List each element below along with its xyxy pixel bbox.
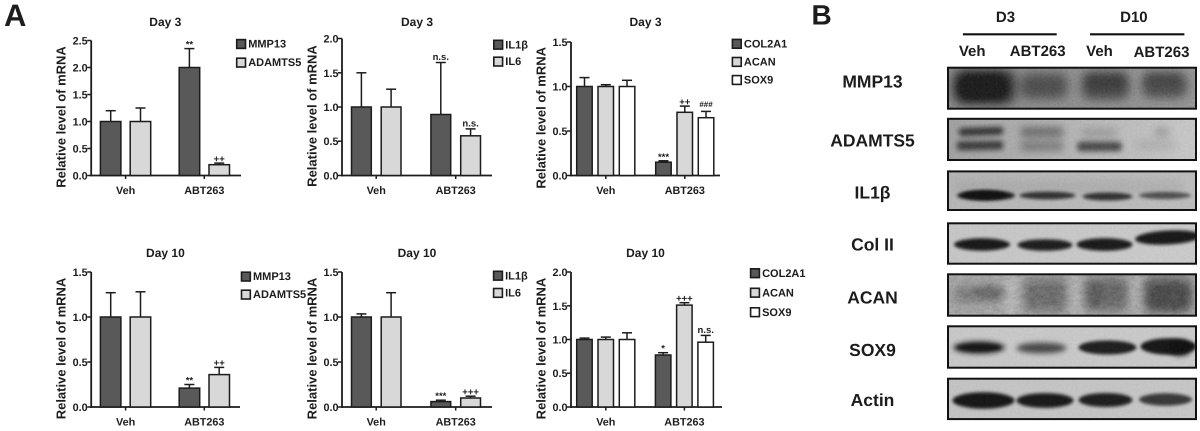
svg-text:IL1β: IL1β (505, 270, 528, 282)
svg-text:IL1β: IL1β (505, 39, 528, 51)
svg-text:1.5: 1.5 (73, 267, 88, 279)
svg-text:SOX9: SOX9 (744, 75, 773, 87)
svg-text:Day 3: Day 3 (629, 15, 661, 29)
svg-text:COL2A1: COL2A1 (744, 38, 787, 50)
svg-text:Veh: Veh (116, 185, 135, 197)
svg-text:IL1β: IL1β (855, 183, 891, 203)
svg-text:Relative level of mRNA: Relative level of mRNA (305, 45, 320, 187)
svg-text:SOX9: SOX9 (849, 340, 896, 360)
svg-text:ABT263: ABT263 (436, 417, 476, 429)
svg-text:0.0: 0.0 (552, 402, 567, 414)
svg-text:ABT263: ABT263 (665, 185, 705, 197)
svg-text:ABT263: ABT263 (1010, 43, 1066, 60)
svg-text:COL2A1: COL2A1 (762, 268, 805, 280)
svg-text:D10: D10 (1120, 9, 1148, 26)
svg-text:B: B (812, 0, 832, 31)
svg-text:2.0: 2.0 (73, 63, 88, 75)
svg-text:Col II: Col II (851, 234, 894, 254)
svg-text:++: ++ (214, 154, 226, 165)
svg-text:0.0: 0.0 (323, 171, 338, 183)
svg-text:+++: +++ (462, 387, 479, 398)
svg-text:1.0: 1.0 (552, 82, 567, 94)
svg-text:IL6: IL6 (505, 288, 521, 300)
svg-text:ABT263: ABT263 (184, 417, 224, 429)
svg-text:Relative level of mRNA: Relative level of mRNA (534, 46, 549, 188)
svg-text:MMP13: MMP13 (842, 72, 903, 92)
svg-text:+++: +++ (676, 294, 693, 305)
svg-text:0.5: 0.5 (552, 126, 567, 138)
svg-text:1.5: 1.5 (323, 267, 338, 279)
svg-text:n.s.: n.s. (698, 325, 714, 336)
svg-text:Relative level of mRNA: Relative level of mRNA (54, 277, 69, 419)
svg-text:MMP13: MMP13 (248, 39, 286, 51)
svg-text:1.5: 1.5 (73, 90, 88, 102)
svg-text:ACAN: ACAN (744, 57, 776, 69)
svg-text:1.5: 1.5 (552, 301, 567, 313)
svg-text:Veh: Veh (1086, 43, 1113, 60)
svg-text:ABT263: ABT263 (436, 185, 476, 197)
svg-text:1.0: 1.0 (73, 312, 88, 324)
svg-text:1.0: 1.0 (323, 102, 338, 114)
svg-text:1.5: 1.5 (552, 37, 567, 49)
svg-text:SOX9: SOX9 (762, 307, 791, 319)
svg-text:ADAMTS5: ADAMTS5 (253, 289, 306, 301)
svg-text:2.0: 2.0 (552, 267, 567, 279)
svg-text:A: A (4, 0, 26, 33)
svg-text:1.0: 1.0 (73, 117, 88, 129)
svg-text:++: ++ (679, 97, 691, 108)
svg-text:###: ### (699, 100, 713, 109)
svg-text:Veh: Veh (596, 417, 615, 429)
svg-text:MMP13: MMP13 (253, 271, 291, 283)
svg-text:Day 3: Day 3 (401, 15, 433, 29)
svg-text:0.0: 0.0 (73, 171, 88, 183)
svg-text:Relative level of mRNA: Relative level of mRNA (54, 46, 69, 188)
svg-text:Relative level of mRNA: Relative level of mRNA (534, 277, 549, 419)
svg-text:0.5: 0.5 (73, 144, 88, 156)
svg-text:***: *** (435, 391, 446, 402)
svg-text:0.5: 0.5 (323, 136, 338, 148)
svg-text:2.5: 2.5 (73, 36, 88, 48)
svg-text:**: ** (186, 376, 194, 387)
svg-text:***: *** (658, 152, 669, 163)
svg-text:0.0: 0.0 (323, 402, 338, 414)
svg-text:ABT263: ABT263 (184, 185, 224, 197)
svg-text:D3: D3 (996, 9, 1015, 26)
svg-text:ABT263: ABT263 (664, 417, 704, 429)
svg-text:1.0: 1.0 (323, 312, 338, 324)
svg-text:Veh: Veh (596, 185, 615, 197)
svg-text:0.0: 0.0 (73, 402, 88, 414)
svg-text:ABT263: ABT263 (1134, 44, 1190, 61)
svg-text:2.0: 2.0 (323, 34, 338, 46)
svg-text:Day 10: Day 10 (146, 246, 185, 260)
svg-text:++: ++ (214, 358, 226, 369)
svg-text:Day 10: Day 10 (398, 246, 437, 260)
svg-text:ACAN: ACAN (762, 287, 794, 299)
svg-text:Veh: Veh (959, 43, 986, 60)
svg-text:Actin: Actin (851, 390, 895, 410)
svg-text:ACAN: ACAN (847, 287, 898, 307)
svg-text:0.5: 0.5 (323, 357, 338, 369)
svg-text:Day 3: Day 3 (149, 15, 181, 29)
svg-text:ADAMTS5: ADAMTS5 (248, 57, 301, 69)
svg-text:*: * (661, 344, 665, 355)
svg-text:0.5: 0.5 (552, 368, 567, 380)
svg-text:1.5: 1.5 (323, 68, 338, 80)
svg-text:Relative level of mRNA: Relative level of mRNA (305, 277, 320, 419)
svg-text:Day 10: Day 10 (626, 246, 665, 260)
svg-text:n.s.: n.s. (462, 118, 478, 129)
svg-text:Veh: Veh (367, 185, 386, 197)
svg-text:1.0: 1.0 (552, 335, 567, 347)
svg-text:0.5: 0.5 (73, 357, 88, 369)
svg-text:0.0: 0.0 (552, 171, 567, 183)
svg-text:n.s.: n.s. (433, 52, 449, 63)
svg-text:Veh: Veh (116, 417, 135, 429)
svg-text:Veh: Veh (367, 417, 386, 429)
svg-text:ADAMTS5: ADAMTS5 (830, 130, 915, 150)
svg-text:**: ** (186, 40, 194, 51)
svg-text:IL6: IL6 (505, 56, 521, 68)
